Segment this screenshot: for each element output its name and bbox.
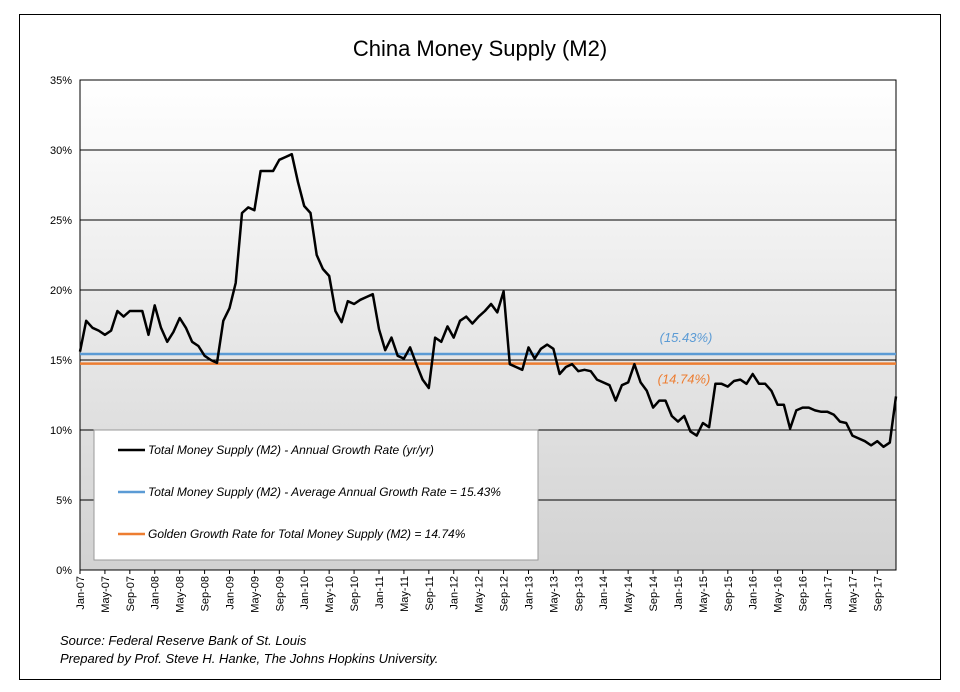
x-tick-label: Sep-13 [573,576,585,611]
x-tick-label: Jan-17 [822,576,834,610]
x-tick-label: May-15 [698,576,710,613]
x-tick-label: Sep-12 [499,576,511,611]
x-tick-label: Jan-09 [224,576,236,610]
prepared-by-text: Prepared by Prof. Steve H. Hanke, The Jo… [60,651,439,666]
y-tick-label: 10% [50,425,72,437]
x-tick-label: May-14 [623,576,635,613]
x-tick-label: Sep-08 [200,576,212,611]
x-tick-label: Jan-07 [75,576,87,610]
x-tick-label: May-10 [324,576,336,613]
y-tick-label: 35% [50,75,72,87]
x-tick-label: Jan-11 [374,576,386,609]
x-tick-label: Sep-09 [274,576,286,611]
legend-label: Golden Growth Rate for Total Money Suppl… [148,527,466,541]
x-tick-label: Sep-15 [723,576,735,611]
legend: Total Money Supply (M2) - Annual Growth … [93,429,539,561]
x-tick-label: Sep-16 [798,576,810,611]
legend-label: Total Money Supply (M2) - Average Annual… [148,485,501,499]
x-tick-label: May-07 [100,576,112,613]
x-tick-label: Sep-11 [424,576,436,611]
x-tick-label: Sep-17 [872,576,884,611]
x-tick-label: Sep-10 [349,576,361,611]
x-tick-label: Jan-13 [523,576,535,610]
y-tick-label: 15% [50,355,72,367]
x-tick-label: Jan-08 [150,576,162,610]
legend-box [93,429,539,561]
y-tick-label: 20% [50,285,72,297]
x-tick-label: Jan-14 [598,576,610,610]
x-tick-label: May-16 [773,576,785,613]
y-tick-label: 30% [50,145,72,157]
x-tick-label: Jan-15 [673,576,685,610]
x-tick-label: Jan-16 [748,576,760,610]
x-tick-label: May-11 [399,576,411,612]
y-tick-label: 0% [56,565,72,577]
x-axis-labels: Jan-07 May-07 Sep-07 Jan-08 May-08 Sep-08 Jan-… [75,570,884,613]
y-tick-label: 5% [56,495,72,507]
reference-line-label: (15.43%) [660,330,713,345]
x-tick-label: May-09 [249,576,261,613]
reference-line-label: (14.74%) [658,372,711,387]
x-tick-label: Jan-12 [449,576,461,610]
x-tick-label: May-08 [175,576,187,613]
x-tick-label: Jan-10 [299,576,311,610]
x-tick-label: May-12 [474,576,486,613]
x-tick-label: Sep-14 [648,576,660,611]
x-tick-label: May-17 [847,576,859,613]
chart-title: China Money Supply (M2) [353,36,607,61]
x-tick-label: May-13 [548,576,560,613]
legend-label: Total Money Supply (M2) - Annual Growth … [148,443,434,457]
x-tick-label: Sep-07 [125,576,137,611]
m2-growth-line [78,152,898,449]
source-text: Source: Federal Reserve Bank of St. Loui… [60,633,307,648]
y-axis-ticks: 0% 5% 10% 15% 20% 25% 30% 35% [50,75,72,577]
y-tick-label: 25% [50,215,72,227]
